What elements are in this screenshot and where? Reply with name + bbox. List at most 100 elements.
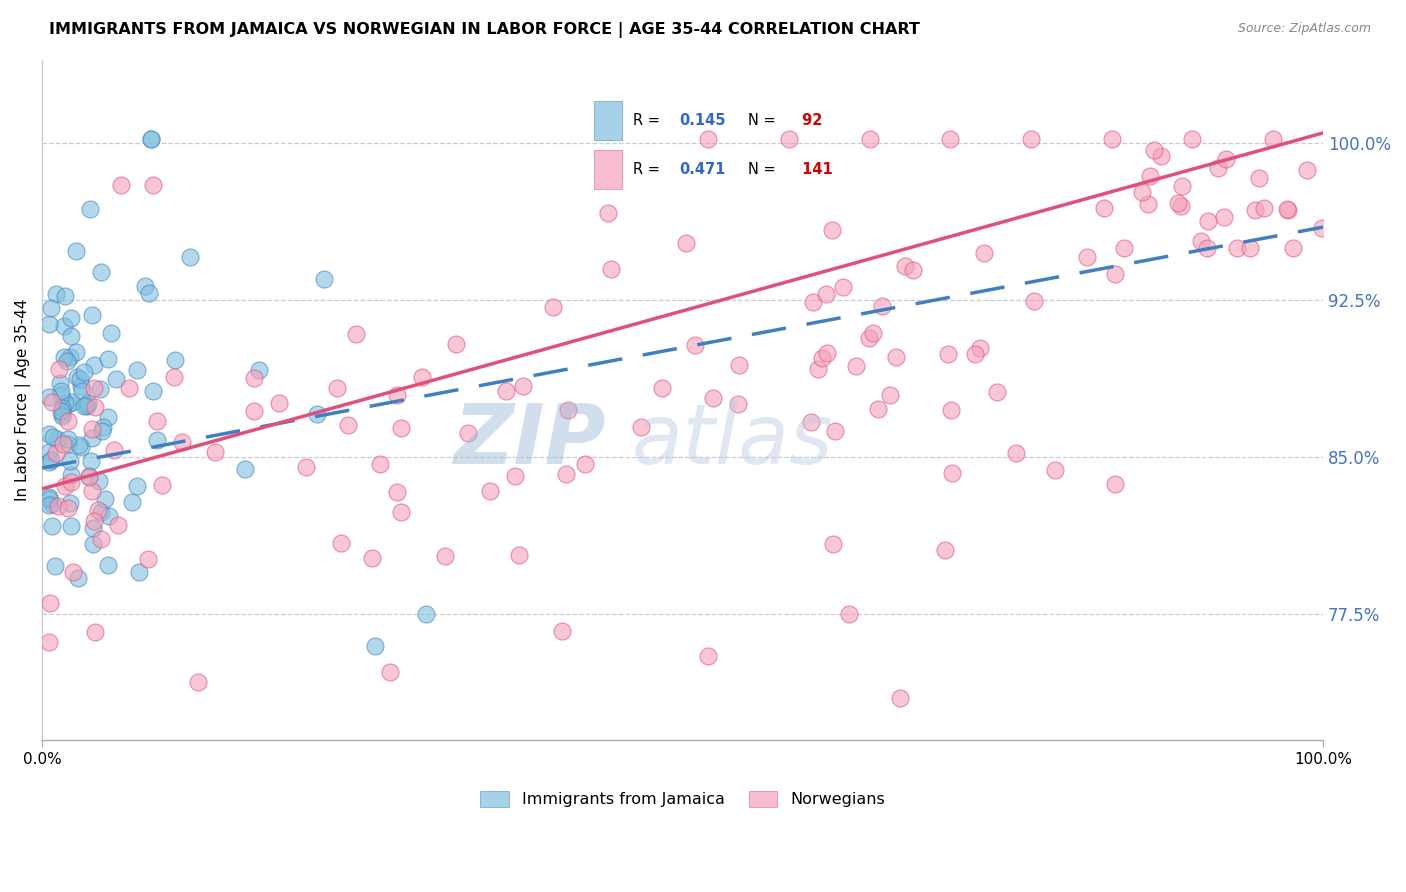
Point <box>1150 149 1173 163</box>
Point <box>803 295 825 310</box>
Point <box>800 416 823 430</box>
Point <box>1244 202 1267 217</box>
Point <box>62 565 84 579</box>
Point <box>82 483 104 498</box>
Point <box>97 410 120 425</box>
Point <box>727 397 749 411</box>
Point <box>838 607 860 622</box>
Point <box>70 440 93 454</box>
Text: R =: R = <box>633 162 665 178</box>
Point <box>557 403 579 417</box>
Point <box>389 505 412 519</box>
Point <box>72 384 94 398</box>
Point <box>267 396 290 410</box>
Point <box>969 341 991 355</box>
Point <box>832 280 855 294</box>
Point <box>233 462 256 476</box>
Point <box>56 436 79 450</box>
Point <box>508 548 530 562</box>
Point <box>59 496 82 510</box>
Point <box>121 495 143 509</box>
Point <box>512 378 534 392</box>
Point <box>59 519 82 533</box>
Point <box>38 427 60 442</box>
Point <box>444 337 467 351</box>
Text: IMMIGRANTS FROM JAMAICA VS NORWEGIAN IN LABOR FORCE | AGE 35-44 CORRELATION CHAR: IMMIGRANTS FROM JAMAICA VS NORWEGIAN IN … <box>49 22 920 38</box>
Point <box>541 301 564 315</box>
Point <box>1139 169 1161 183</box>
Point <box>75 398 97 412</box>
Point <box>503 469 526 483</box>
Point <box>49 376 72 391</box>
Point <box>1215 152 1237 166</box>
Point <box>53 479 76 493</box>
Point <box>806 361 828 376</box>
Point <box>387 484 409 499</box>
Point <box>963 347 986 361</box>
Point <box>1043 463 1066 477</box>
Point <box>1137 196 1160 211</box>
Point <box>51 408 73 422</box>
Point <box>329 536 352 550</box>
Text: 0.471: 0.471 <box>679 162 725 178</box>
Point <box>53 289 76 303</box>
Point <box>1197 214 1219 228</box>
Text: Source: ZipAtlas.com: Source: ZipAtlas.com <box>1237 22 1371 36</box>
Point <box>337 417 360 432</box>
Point <box>815 286 838 301</box>
Point <box>778 132 800 146</box>
Point <box>59 329 82 343</box>
Point <box>39 301 62 315</box>
Point <box>91 420 114 434</box>
Point <box>80 422 103 436</box>
Point <box>66 571 89 585</box>
Text: N =: N = <box>748 162 780 178</box>
Point <box>60 395 83 409</box>
Text: N =: N = <box>748 112 780 128</box>
Point <box>1277 202 1299 217</box>
Point <box>683 337 706 351</box>
Point <box>811 351 834 365</box>
Point <box>60 310 83 325</box>
Point <box>87 503 110 517</box>
Point <box>45 432 67 446</box>
Point <box>936 347 959 361</box>
Point <box>986 384 1008 399</box>
Point <box>97 558 120 572</box>
Text: 0.145: 0.145 <box>679 112 725 128</box>
Point <box>600 262 623 277</box>
Point <box>51 401 73 415</box>
Point <box>879 388 901 402</box>
Point <box>1104 267 1126 281</box>
Point <box>82 308 104 322</box>
Point <box>107 518 129 533</box>
Point <box>38 317 60 331</box>
Point <box>1197 241 1219 255</box>
Point <box>727 358 749 372</box>
FancyBboxPatch shape <box>595 101 621 140</box>
Point <box>139 132 162 146</box>
Point <box>90 265 112 279</box>
Point <box>824 424 846 438</box>
Point <box>38 635 60 649</box>
Point <box>1092 201 1115 215</box>
Legend: Immigrants from Jamaica, Norwegians: Immigrants from Jamaica, Norwegians <box>474 784 891 814</box>
Point <box>66 369 89 384</box>
Point <box>146 434 169 448</box>
Point <box>389 421 412 435</box>
Point <box>59 453 82 467</box>
Point <box>38 454 60 468</box>
Point <box>1112 241 1135 255</box>
Point <box>1005 446 1028 460</box>
Point <box>60 475 83 489</box>
Point <box>554 467 576 482</box>
Point <box>65 345 87 359</box>
Point <box>1239 241 1261 255</box>
Point <box>551 624 574 639</box>
Point <box>596 205 619 219</box>
Point <box>72 399 94 413</box>
Point <box>93 492 115 507</box>
Point <box>100 326 122 341</box>
Point <box>38 491 60 506</box>
Point <box>858 331 880 345</box>
